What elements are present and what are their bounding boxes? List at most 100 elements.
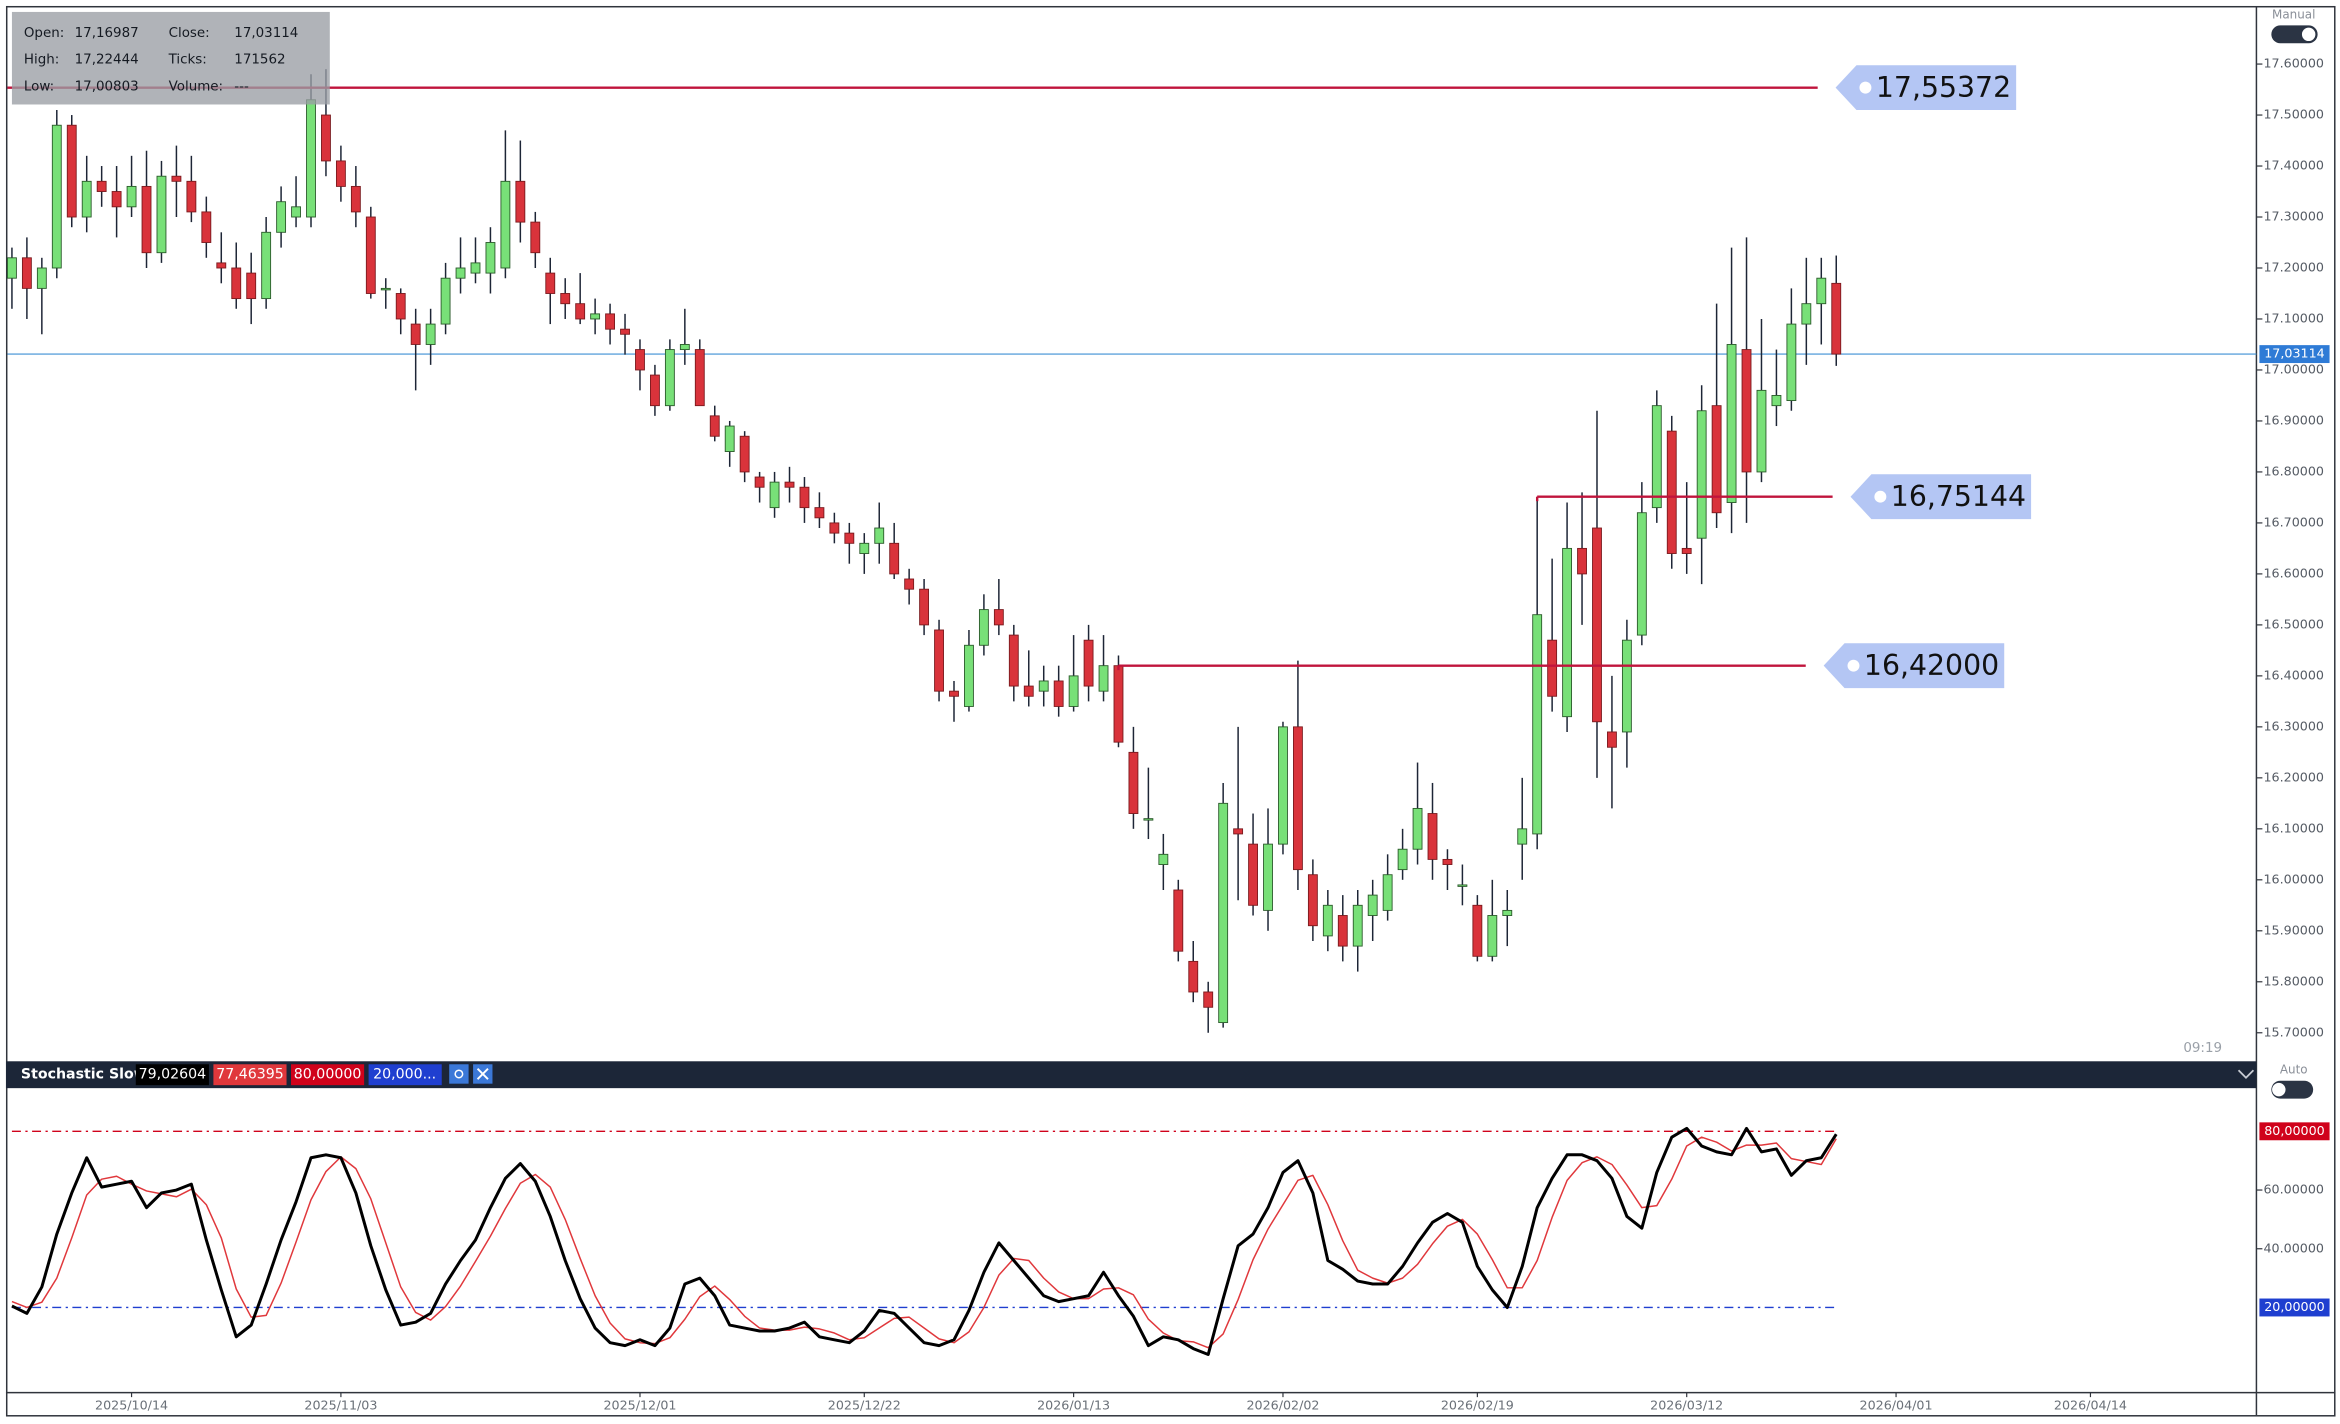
- candle-body: [1098, 665, 1109, 692]
- x-tick-label: 2025/10/14: [95, 1398, 168, 1413]
- candle-body: [1307, 874, 1318, 927]
- y-tick-label: 16.60000: [2264, 565, 2324, 580]
- candle-body: [365, 216, 376, 294]
- candle-body: [1412, 807, 1423, 850]
- x-tick-label: 2025/11/03: [304, 1398, 377, 1413]
- candle-body: [1023, 685, 1034, 697]
- stochastic-line: [11, 1136, 1837, 1349]
- candle-body: [201, 211, 212, 243]
- candle-body: [1831, 282, 1842, 355]
- candle-body: [904, 578, 915, 590]
- lower-level-value: 20,000...: [373, 1067, 436, 1083]
- info-value: ---: [234, 80, 249, 95]
- level-label: 16,42000: [1864, 649, 1999, 682]
- candle-body: [1487, 915, 1498, 957]
- y-tick-label: 17.20000: [2264, 259, 2324, 274]
- x-tick-label: 2026/02/19: [1441, 1398, 1514, 1413]
- candle-body: [1278, 726, 1288, 845]
- candle-body: [709, 415, 720, 437]
- candle-body: [993, 609, 1004, 626]
- candle-body: [276, 201, 287, 233]
- last-price-box: [2259, 345, 2330, 364]
- collapse-button[interactable]: [2237, 1069, 2255, 1079]
- candle-body: [1322, 904, 1333, 937]
- candle-body: [1696, 410, 1707, 539]
- y-tick-label: 16.80000: [2264, 463, 2324, 478]
- y-tick-label: 16.00000: [2264, 871, 2324, 886]
- y-tick-label: 17.30000: [2264, 209, 2324, 224]
- value-box: [213, 1064, 287, 1086]
- time-label: 09:19: [2183, 1041, 2222, 1056]
- candle-body: [949, 690, 959, 697]
- candle-body: [111, 191, 122, 208]
- candle-body: [1248, 843, 1258, 906]
- y-tick-label: 15.70000: [2264, 1024, 2324, 1039]
- y-tick-label: 16.10000: [2264, 820, 2324, 835]
- candle-body: [739, 435, 750, 473]
- candle-body: [1517, 828, 1528, 845]
- candle-body: [500, 180, 511, 269]
- y-tick-label: 15.90000: [2264, 922, 2324, 937]
- x-tick-label: 2026/01/13: [1037, 1398, 1110, 1413]
- candle-body: [156, 175, 167, 254]
- y-tick-label: 15.80000: [2264, 973, 2324, 988]
- candle-body: [141, 185, 152, 254]
- info-label: Ticks:: [168, 53, 207, 68]
- candle-body: [844, 532, 855, 544]
- candle-body: [1741, 349, 1752, 473]
- candle-body: [964, 644, 974, 707]
- candle-body: [335, 160, 346, 187]
- eye-icon: [454, 1069, 464, 1079]
- candle-body: [1771, 395, 1782, 407]
- level-box: [2259, 1122, 2330, 1141]
- candle-body: [1203, 991, 1214, 1008]
- callout-dot: [1847, 659, 1860, 672]
- candle-body: [784, 481, 795, 488]
- stochastic-panel: 60.00000 40.00000 80,00000 20,00000 2025/10/…: [11, 1122, 2330, 1413]
- candle-body: [246, 272, 257, 300]
- candle-body: [470, 262, 481, 274]
- candle-body: [1053, 680, 1064, 707]
- candle-body: [1651, 405, 1662, 509]
- candle-body: [754, 476, 765, 488]
- candle-body: [186, 180, 197, 213]
- candle-body: [635, 349, 645, 371]
- candle-body: [1113, 665, 1124, 743]
- x-tick-label: 2025/12/01: [603, 1398, 676, 1413]
- d-value: 77,46395: [216, 1067, 284, 1083]
- candle-body: [1397, 848, 1408, 871]
- candle-body: [1562, 547, 1573, 718]
- candle-body: [1547, 639, 1558, 697]
- candle-body: [21, 257, 32, 289]
- candle-body: [1263, 843, 1273, 911]
- x-tick-label: 2026/04/01: [1860, 1398, 1933, 1413]
- candle-body: [1233, 828, 1244, 835]
- candle-body: [605, 313, 615, 330]
- candle-body: [799, 486, 810, 509]
- last-price-label: 17,03114: [2264, 346, 2324, 361]
- value-box: [368, 1064, 442, 1086]
- info-label: Volume:: [169, 80, 223, 95]
- callout-dot: [1874, 490, 1887, 503]
- y-tick-label: 16.30000: [2264, 718, 2324, 733]
- candle-body: [769, 481, 780, 509]
- x-tick-label: 2025/12/22: [828, 1398, 901, 1413]
- candle-body: [874, 527, 885, 544]
- level-label: 80,00000: [2264, 1123, 2324, 1138]
- candle-body: [1457, 884, 1468, 887]
- x-tick-label: 2026/03/12: [1650, 1398, 1723, 1413]
- candle-body: [1636, 512, 1647, 636]
- visibility-button[interactable]: [449, 1064, 469, 1084]
- candle-body: [171, 175, 182, 182]
- candle-body: [51, 124, 62, 269]
- y-tick-label: 16.70000: [2264, 514, 2324, 529]
- candle-body: [1128, 751, 1139, 814]
- y-tick-label: 60.00000: [2264, 1182, 2324, 1197]
- info-value: 17,00803: [75, 80, 139, 95]
- candle-body: [1367, 894, 1378, 916]
- candle-body: [1008, 634, 1019, 687]
- candle-body: [1143, 818, 1154, 821]
- level-callout: [1823, 643, 2005, 689]
- candle-body: [380, 287, 391, 291]
